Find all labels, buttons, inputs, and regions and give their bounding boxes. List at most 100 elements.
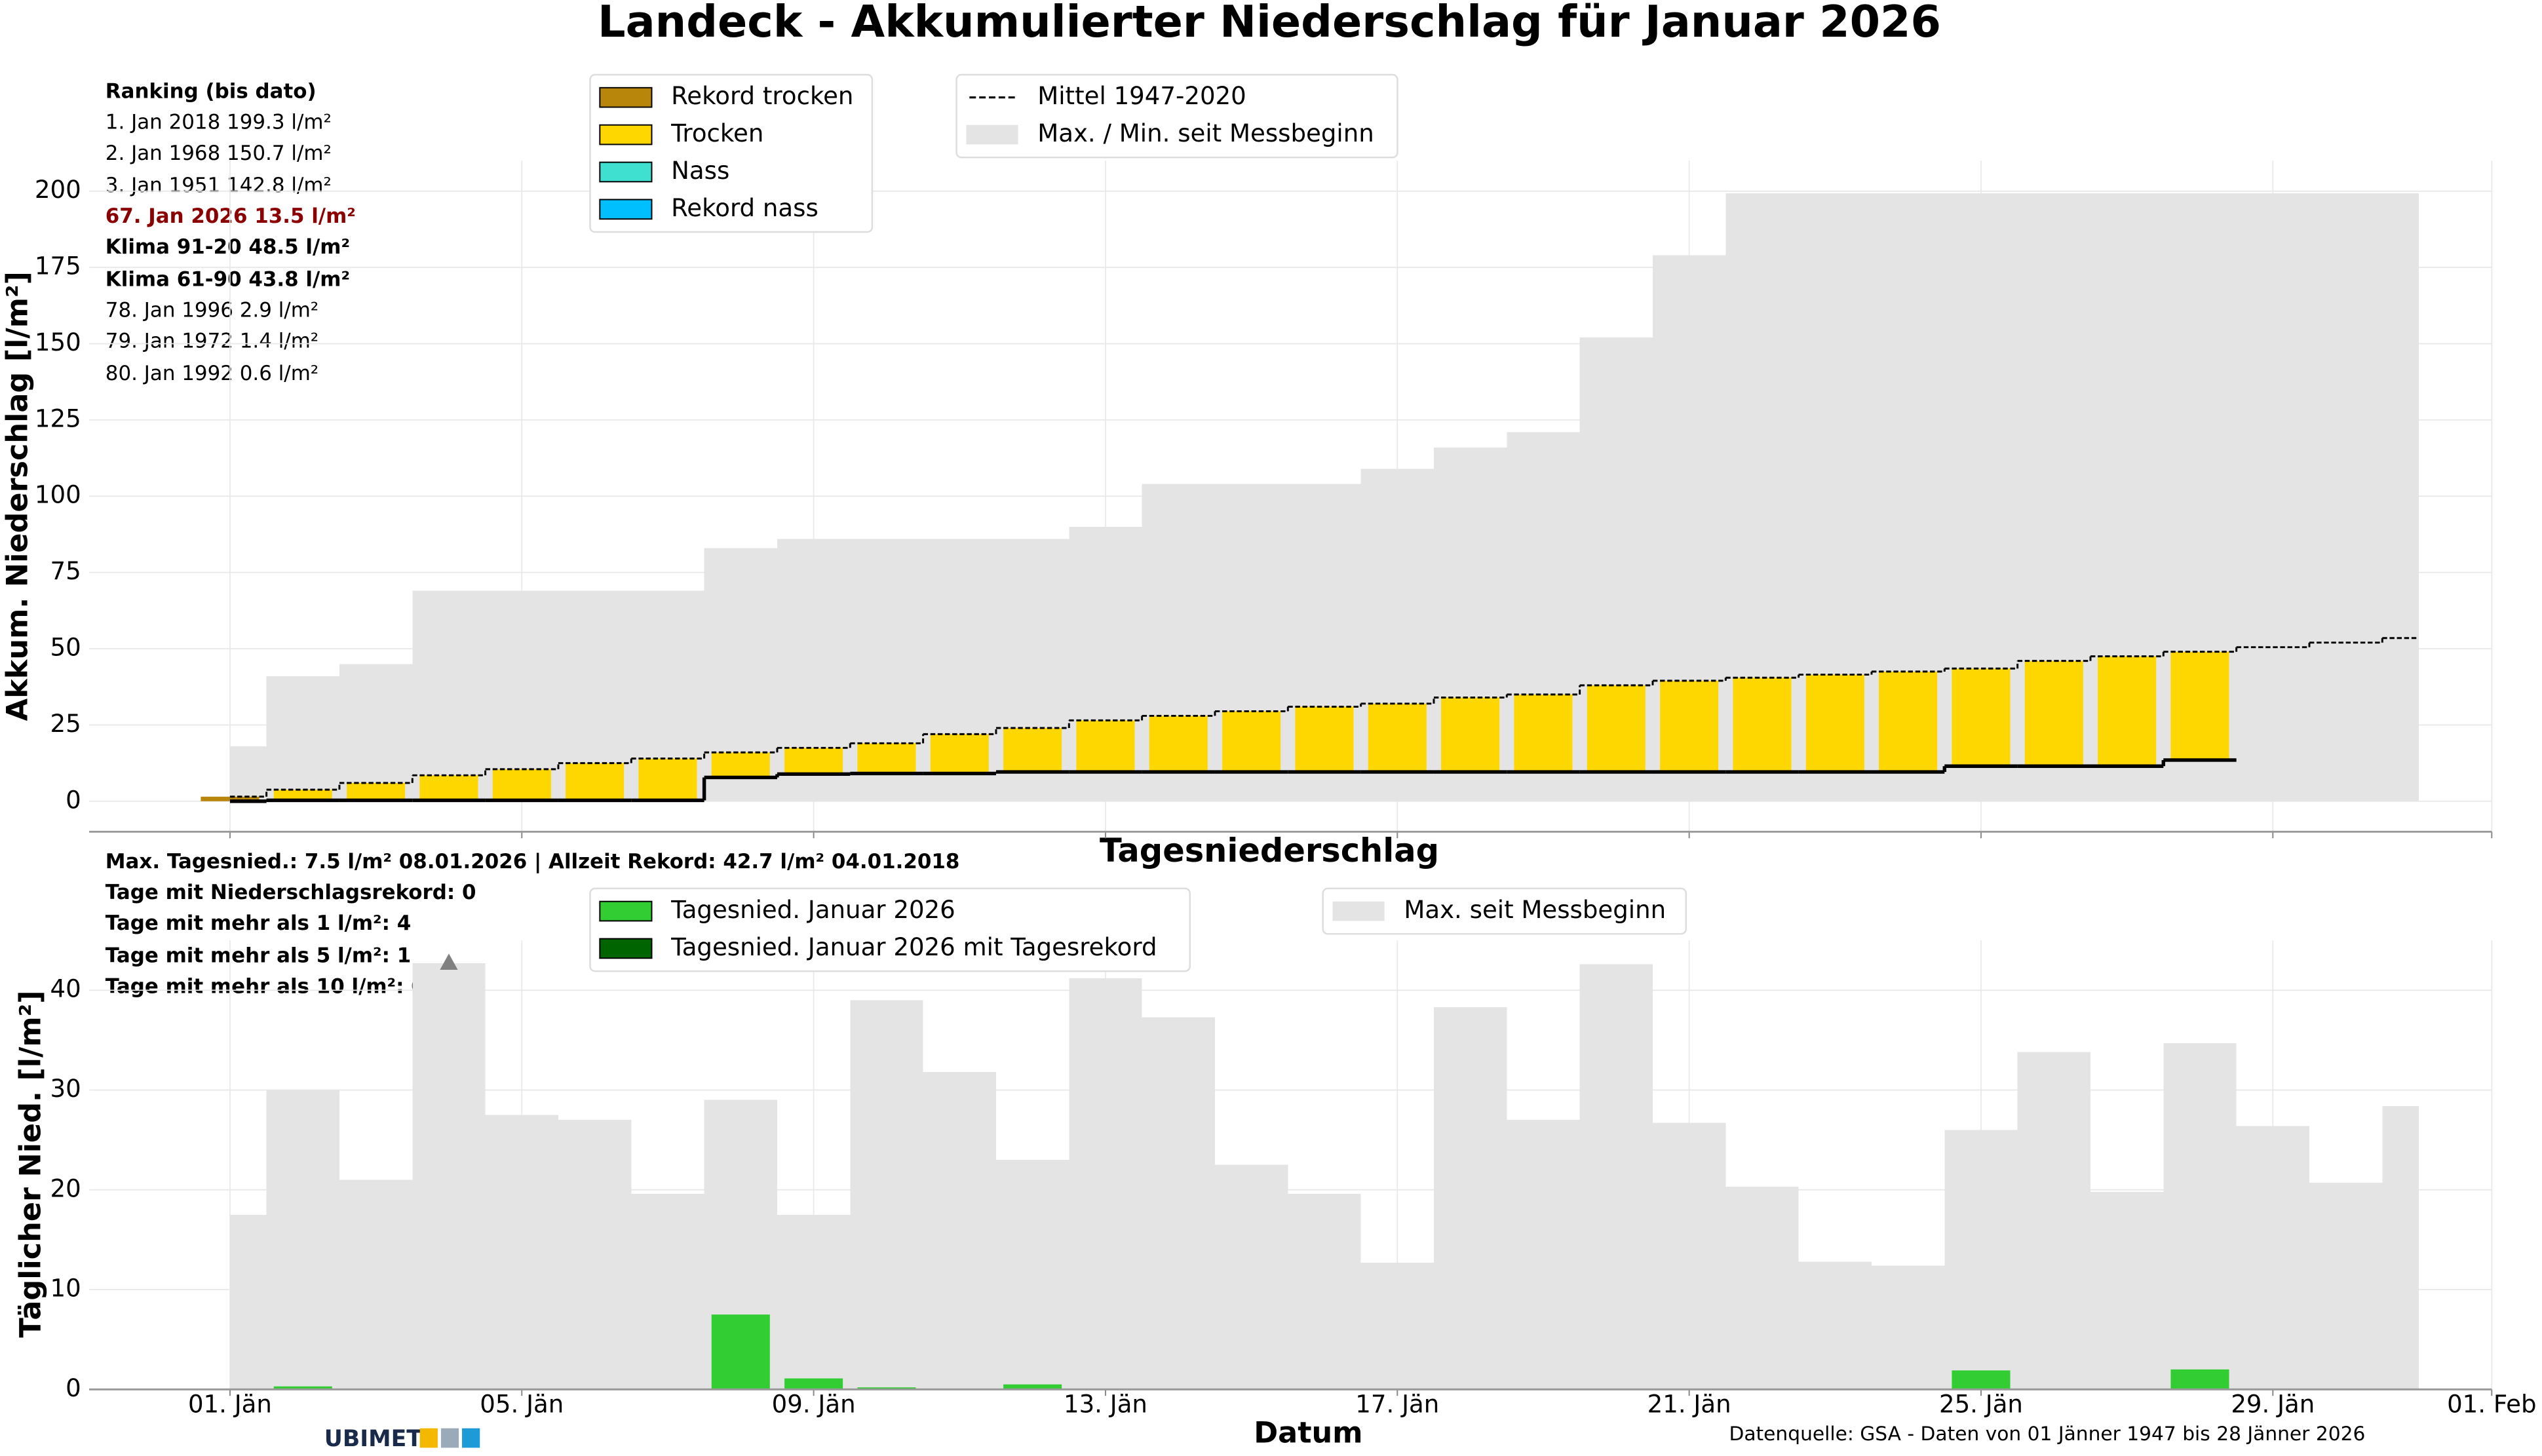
anomaly-bar bbox=[1222, 711, 1281, 773]
max-band bbox=[2017, 1052, 2090, 1390]
max-band bbox=[229, 1214, 267, 1390]
max-band bbox=[850, 1000, 923, 1390]
anomaly-bar bbox=[1441, 697, 1500, 773]
y-tick-label: 10 bbox=[50, 1274, 81, 1303]
anomaly-bar bbox=[638, 758, 697, 801]
stat-line: Max. Tagesnied.: 7.5 l/m² 08.01.2026 | A… bbox=[106, 850, 960, 873]
max-band bbox=[266, 1090, 339, 1390]
anomaly-bar bbox=[2170, 651, 2229, 760]
legend-label: Max. seit Messbeginn bbox=[1404, 896, 1666, 924]
ranking-line: 78. Jan 1996 2.9 l/m² bbox=[106, 299, 318, 322]
daily-bar bbox=[784, 1378, 843, 1390]
y-tick-label: 20 bbox=[50, 1174, 81, 1202]
y-tick-label: 175 bbox=[35, 252, 81, 280]
y-axis-label: Täglicher Nied. [l/m²] bbox=[14, 990, 47, 1337]
ranking-line: Klima 61-90 43.8 l/m² bbox=[106, 268, 350, 292]
y-tick-label: 50 bbox=[50, 634, 81, 662]
stat-line: Tage mit mehr als 1 l/m²: 4 bbox=[106, 911, 411, 935]
max-band bbox=[1579, 964, 1653, 1390]
legend-box bbox=[1322, 887, 1687, 935]
x-tick-label: 21. Jän bbox=[1647, 1390, 1731, 1419]
ranking-line: 67. Jan 2026 13.5 l/m² bbox=[106, 204, 356, 228]
y-tick-label: 200 bbox=[35, 176, 81, 204]
ranking-line: 3. Jan 1951 142.8 l/m² bbox=[106, 174, 332, 197]
x-tick-label: 29. Jän bbox=[2231, 1390, 2315, 1419]
legend-swatch bbox=[966, 125, 1018, 145]
max-band bbox=[1725, 1187, 1799, 1390]
ranking-line: Klima 91-20 48.5 l/m² bbox=[106, 235, 350, 259]
legend-box bbox=[955, 73, 1398, 159]
stats: Max. Tagesnied.: 7.5 l/m² 08.01.2026 | A… bbox=[106, 850, 960, 998]
legend-swatch bbox=[599, 124, 653, 145]
max-band bbox=[995, 1160, 1069, 1390]
max-band bbox=[631, 1193, 704, 1390]
max-band bbox=[923, 1072, 996, 1390]
logo-icon bbox=[419, 1428, 438, 1448]
y-tick-label: 125 bbox=[35, 404, 81, 432]
legend-swatch bbox=[599, 900, 653, 922]
max-band bbox=[2090, 1191, 2164, 1390]
anomaly-bar bbox=[930, 734, 989, 774]
anomaly-bar bbox=[784, 748, 843, 775]
legend-label: Nass bbox=[671, 157, 729, 185]
anomaly-bar bbox=[1149, 716, 1208, 773]
max-min-band bbox=[2309, 193, 2383, 801]
legend-label: Mittel 1947-2020 bbox=[1037, 82, 1246, 110]
x-axis-label: Datum bbox=[1254, 1417, 1362, 1450]
anomaly-bar bbox=[1003, 728, 1062, 773]
logo-icon bbox=[440, 1428, 459, 1448]
legend-label: Trocken bbox=[670, 119, 763, 147]
max-min-band bbox=[2236, 193, 2309, 801]
ranking-line: 79. Jan 1972 1.4 l/m² bbox=[106, 330, 318, 353]
legend-box bbox=[589, 887, 1191, 972]
y-tick-label: 25 bbox=[50, 710, 81, 738]
max-min-band bbox=[2382, 193, 2419, 801]
y-tick-label: 0 bbox=[66, 1374, 81, 1402]
legend-swatch bbox=[599, 161, 653, 183]
max-band bbox=[1871, 1265, 1945, 1390]
max-band bbox=[1433, 1007, 1507, 1390]
anomaly-bar bbox=[2098, 656, 2157, 767]
legend-label: Rekord nass bbox=[671, 194, 818, 222]
legend-label: Tagesnied. Januar 2026 mit Tagesrekord bbox=[670, 933, 1157, 961]
stat-line: Tage mit Niederschlagsrekord: 0 bbox=[106, 881, 476, 904]
max-band bbox=[1798, 1261, 1872, 1390]
anomaly-bar bbox=[711, 752, 770, 778]
max-band bbox=[777, 1214, 851, 1390]
y-tick-label: 100 bbox=[35, 481, 81, 509]
x-tick-label: 01. Jän bbox=[188, 1390, 272, 1419]
stat-line: Tage mit mehr als 5 l/m²: 1 bbox=[106, 944, 411, 967]
legend-label: Tagesnied. Januar 2026 bbox=[670, 896, 955, 924]
anomaly-bar bbox=[201, 796, 260, 801]
daily-bar bbox=[711, 1314, 770, 1390]
ranking-line: 1. Jan 2018 199.3 l/m² bbox=[106, 111, 332, 134]
y-tick-label: 0 bbox=[66, 786, 81, 814]
anomaly-bar bbox=[566, 763, 625, 801]
anomaly-bar bbox=[2024, 661, 2083, 767]
max-band bbox=[2382, 1105, 2419, 1390]
logo: UBIMET bbox=[324, 1426, 480, 1452]
max-min-band bbox=[266, 676, 339, 801]
logo-text: UBIMET bbox=[324, 1426, 422, 1452]
y-axis-label: Akkum. Niederschlag [l/m²] bbox=[1, 271, 35, 721]
max-band bbox=[1507, 1120, 1580, 1390]
chart-title: Landeck - Akkumulierter Niederschlag für… bbox=[598, 0, 1941, 47]
logo-icon bbox=[462, 1428, 480, 1448]
max-min-band bbox=[229, 746, 267, 801]
max-band bbox=[1652, 1122, 1726, 1390]
max-band bbox=[1288, 1193, 1361, 1390]
daily-bar bbox=[1952, 1370, 2011, 1390]
anomaly-bar bbox=[1514, 694, 1573, 773]
y-tick-label: 40 bbox=[50, 975, 81, 1003]
max-band bbox=[1142, 1017, 1215, 1390]
legend-swatch bbox=[599, 86, 653, 108]
x-tick-label: 01. Feb bbox=[2447, 1390, 2536, 1419]
anomaly-bar bbox=[1076, 720, 1135, 773]
max-band bbox=[1214, 1164, 1288, 1390]
x-tick-label: 13. Jän bbox=[1064, 1390, 1147, 1419]
max-min-band bbox=[412, 590, 486, 801]
source: Datenquelle: GSA - Daten von 01 Jänner 1… bbox=[1729, 1422, 2366, 1445]
legend-label: Max. / Min. seit Messbeginn bbox=[1037, 119, 1374, 147]
anomaly-bar bbox=[273, 790, 332, 801]
